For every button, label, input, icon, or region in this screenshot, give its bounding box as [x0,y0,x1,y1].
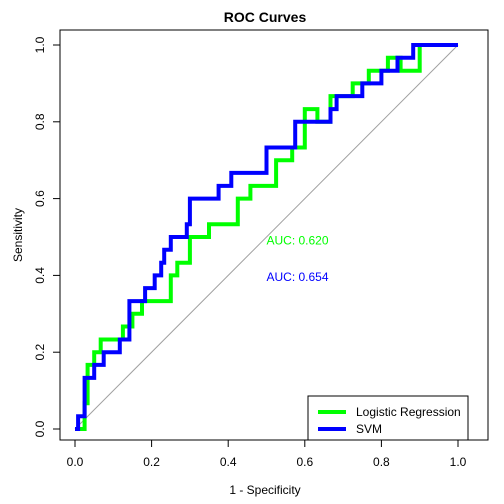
reference-diagonal-line [74,44,459,430]
roc-curve-logistic [75,43,458,431]
x-tick-label: 1.0 [450,455,467,469]
chart-title: ROC Curves [224,9,307,25]
auc-svm-label: AUC: 0.654 [267,270,329,284]
annotations-group: AUC: 0.620 AUC: 0.654 [267,234,329,284]
roc-curve-svm [75,43,458,431]
x-axis-label: 1 - Specificity [229,483,300,497]
y-axis-label: Sensitivity [11,208,25,262]
axes: 0.0 0.2 0.4 0.6 0.8 1.0 0.0 0.2 0.4 0.6 0.8 1.0 [33,36,467,469]
y-tick-label: 0.6 [33,190,47,207]
y-tick-label: 1.0 [33,36,47,53]
auc-logistic-label: AUC: 0.620 [267,234,329,248]
legend-box [307,395,469,441]
series-group [75,43,458,431]
y-tick-label: 0.2 [33,344,47,361]
legend: Logistic Regression SVM [307,395,469,441]
x-tick-label: 0.4 [220,455,237,469]
legend-label-logistic: Logistic Regression [356,405,461,419]
y-tick-label: 0.0 [33,420,47,437]
x-tick-label: 0.2 [143,455,160,469]
x-tick-label: 0.6 [296,455,313,469]
y-tick-label: 0.8 [33,113,47,130]
y-tick-label: 0.4 [33,267,47,284]
legend-label-svm: SVM [356,422,382,436]
x-tick-label: 0.0 [67,455,84,469]
x-tick-label: 0.8 [373,455,390,469]
